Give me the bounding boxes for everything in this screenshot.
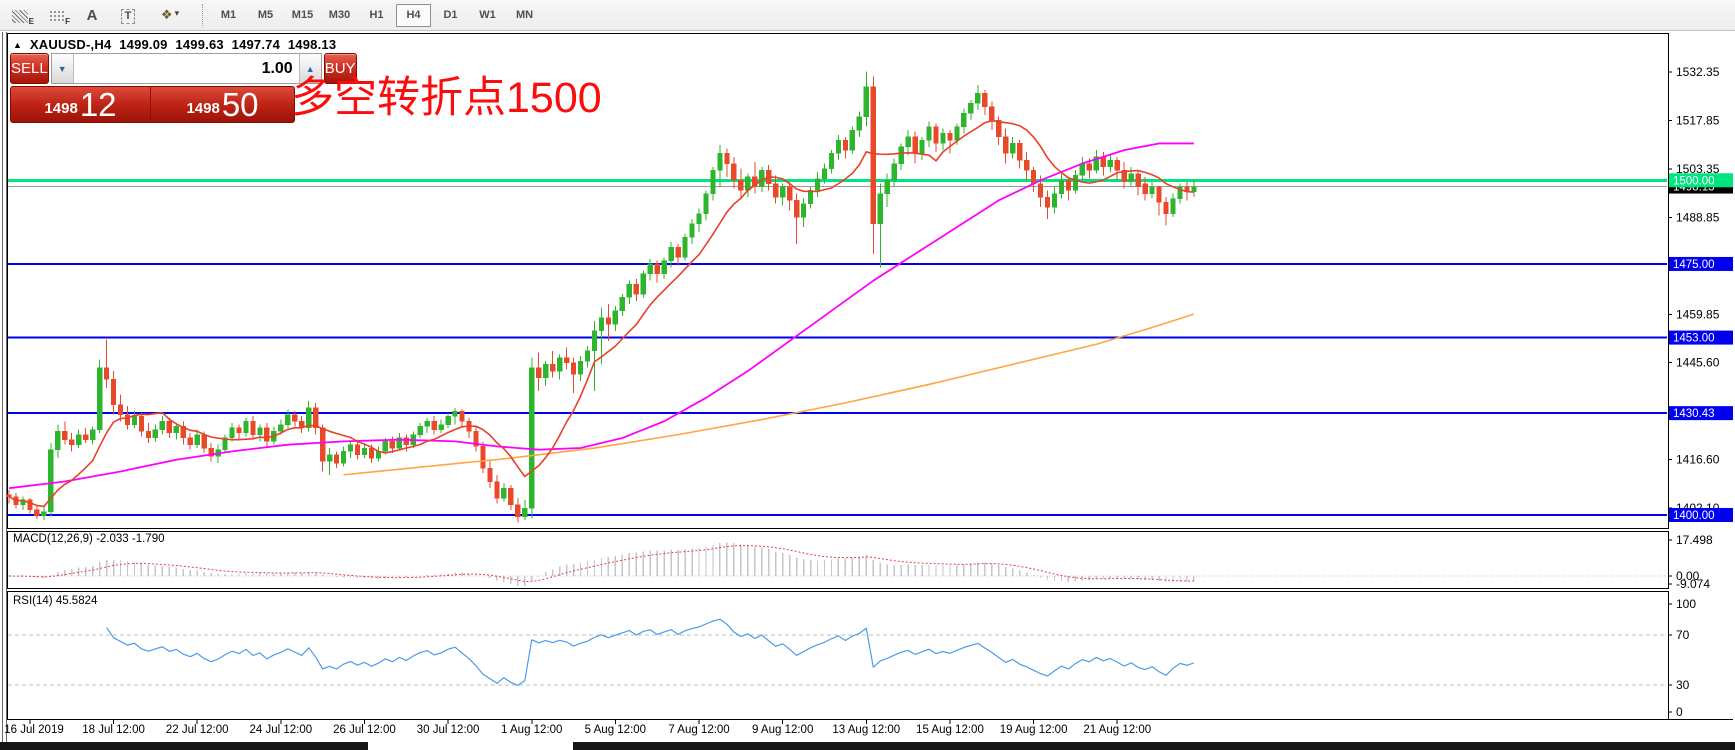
svg-text:-9.074: -9.074 xyxy=(1676,577,1710,591)
svg-text:21 Aug 12:00: 21 Aug 12:00 xyxy=(1083,724,1151,736)
grid-glyph xyxy=(48,10,64,23)
toolbar: E F A T ❖ ▾ M1 M5 M15 M30 H1 H4 D1 W1 MN xyxy=(0,0,1735,31)
svg-text:1503.35: 1503.35 xyxy=(1676,162,1720,176)
timeframe-m30-button[interactable]: M30 xyxy=(328,9,351,21)
toolbar-separator xyxy=(202,4,204,26)
macd-label: MACD(12,26,9) -2.033 -1.790 xyxy=(13,533,165,545)
svg-text:15 Aug 12:00: 15 Aug 12:00 xyxy=(916,724,984,736)
svg-text:22 Jul 12:00: 22 Jul 12:00 xyxy=(166,724,229,736)
svg-text:0: 0 xyxy=(1676,705,1683,719)
one-click-trading-panel: SELL ▼ ▲ BUY 1498 12 1498 50 xyxy=(10,53,357,123)
tool-sub-label: F xyxy=(65,17,70,26)
svg-text:26 Jul 12:00: 26 Jul 12:00 xyxy=(333,724,396,736)
rsi-label: RSI(14) 45.5824 xyxy=(13,595,98,607)
svg-text:1500.00: 1500.00 xyxy=(1673,175,1715,187)
window-left-edge xyxy=(6,32,7,742)
svg-text:1445.60: 1445.60 xyxy=(1676,355,1720,369)
window-left-edge xyxy=(2,32,3,742)
svg-text:17.498: 17.498 xyxy=(1676,533,1713,547)
quote-close: 1498.13 xyxy=(287,37,337,52)
bid-main-digits: 1498 xyxy=(44,100,78,117)
svg-text:70: 70 xyxy=(1676,628,1690,642)
svg-text:7 Aug 12:00: 7 Aug 12:00 xyxy=(668,724,729,736)
timeframe-m15-button[interactable]: M15 xyxy=(291,9,314,21)
svg-text:1532.35: 1532.35 xyxy=(1676,65,1720,79)
timeframe-h1-button[interactable]: H1 xyxy=(369,9,384,21)
chevron-down-icon: ▾ xyxy=(174,8,180,18)
text-tool-icon[interactable]: A xyxy=(86,7,98,24)
fibonacci-grid-tool-icon[interactable]: F xyxy=(40,2,72,28)
timeframe-d1-button[interactable]: D1 xyxy=(443,9,458,21)
svg-text:1488.85: 1488.85 xyxy=(1676,211,1720,225)
bid-price-box: 1498 12 xyxy=(10,86,151,123)
symbol-expand-icon[interactable]: ▲ xyxy=(13,40,23,50)
sell-button[interactable]: SELL xyxy=(10,53,49,84)
text-label-tool-icon[interactable]: T xyxy=(112,2,144,28)
svg-text:100: 100 xyxy=(1676,597,1696,611)
svg-text:30 Jul 12:00: 30 Jul 12:00 xyxy=(417,724,480,736)
svg-text:13 Aug 12:00: 13 Aug 12:00 xyxy=(832,724,900,736)
hatch-glyph xyxy=(12,10,28,23)
arrows-tool-dropdown[interactable]: ❖ ▾ xyxy=(160,7,180,22)
volume-decrease-button[interactable]: ▼ xyxy=(51,54,74,83)
buy-button[interactable]: BUY xyxy=(323,53,357,84)
timeframe-h4-button[interactable]: H4 xyxy=(396,3,431,27)
quote-high: 1499.63 xyxy=(175,37,224,52)
svg-text:16 Jul 2019: 16 Jul 2019 xyxy=(4,724,63,736)
volume-increase-button[interactable]: ▲ xyxy=(298,54,321,83)
bid-pips-digits: 12 xyxy=(79,85,117,123)
quote-low: 1497.74 xyxy=(231,37,281,52)
taskbar-strip xyxy=(0,742,368,750)
tool-sub-label: E xyxy=(28,17,34,26)
svg-text:5 Aug 12:00: 5 Aug 12:00 xyxy=(585,724,646,736)
chart-annotation-text: 多空转折点1500 xyxy=(291,74,602,122)
svg-text:19 Aug 12:00: 19 Aug 12:00 xyxy=(1000,724,1068,736)
equidistant-channel-tool-icon[interactable]: E xyxy=(4,2,36,28)
ask-main-digits: 1498 xyxy=(186,100,220,117)
timeframe-m5-button[interactable]: M5 xyxy=(257,9,274,21)
svg-text:24 Jul 12:00: 24 Jul 12:00 xyxy=(249,724,312,736)
svg-text:1459.85: 1459.85 xyxy=(1676,308,1720,322)
timeframe-m1-button[interactable]: M1 xyxy=(220,9,237,21)
chart-title: ▲ XAUUSD-,H4 1499.09 1499.63 1497.74 149… xyxy=(13,37,340,52)
svg-text:1453.00: 1453.00 xyxy=(1673,333,1715,345)
timeframe-mn-button[interactable]: MN xyxy=(515,9,534,21)
svg-text:1430.43: 1430.43 xyxy=(1673,408,1715,420)
svg-text:1517.85: 1517.85 xyxy=(1676,114,1720,128)
quote-open: 1499.09 xyxy=(119,37,168,52)
volume-input[interactable] xyxy=(73,54,299,83)
ask-price-box: 1498 50 xyxy=(151,86,295,123)
svg-text:30: 30 xyxy=(1676,678,1690,692)
ask-pips-digits: 50 xyxy=(221,85,259,123)
timeframe-w1-button[interactable]: W1 xyxy=(479,9,496,21)
svg-text:18 Jul 12:00: 18 Jul 12:00 xyxy=(82,724,145,736)
svg-text:1416.60: 1416.60 xyxy=(1676,452,1720,466)
volume-stepper: ▼ ▲ xyxy=(50,53,322,84)
svg-text:1400.00: 1400.00 xyxy=(1673,510,1715,522)
taskbar-strip xyxy=(573,742,1735,750)
svg-text:0.00: 0.00 xyxy=(1676,569,1700,583)
svg-text:9 Aug 12:00: 9 Aug 12:00 xyxy=(752,724,813,736)
svg-text:1475.00: 1475.00 xyxy=(1673,259,1715,271)
symbol-label: XAUUSD-,H4 xyxy=(29,37,112,52)
svg-text:1 Aug 12:00: 1 Aug 12:00 xyxy=(501,724,562,736)
